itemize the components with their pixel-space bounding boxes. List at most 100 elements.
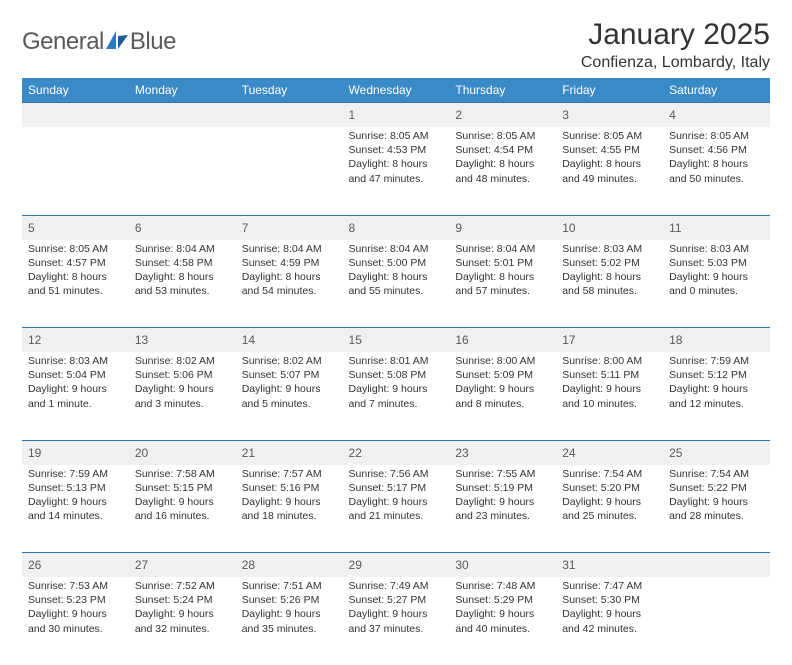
daylight-text: Daylight: 9 hours	[349, 607, 444, 621]
day-cell: Sunrise: 7:52 AMSunset: 5:24 PMDaylight:…	[129, 577, 236, 665]
day-content: Sunrise: 8:05 AMSunset: 4:57 PMDaylight:…	[22, 240, 129, 303]
day-content: Sunrise: 8:02 AMSunset: 5:07 PMDaylight:…	[236, 352, 343, 415]
day-cell: Sunrise: 8:02 AMSunset: 5:07 PMDaylight:…	[236, 352, 343, 440]
daylight-text: and 23 minutes.	[455, 509, 550, 523]
day-number: 30	[455, 558, 468, 572]
day-content: Sunrise: 8:04 AMSunset: 4:58 PMDaylight:…	[129, 240, 236, 303]
day-cell	[663, 577, 770, 665]
daylight-text: Daylight: 9 hours	[455, 607, 550, 621]
sunset-text: Sunset: 4:54 PM	[455, 143, 550, 157]
page-header: General Blue January 2025 Confienza, Lom…	[22, 18, 770, 72]
day-number: 27	[135, 558, 148, 572]
daynum-cell: 8	[343, 215, 450, 240]
daylight-text: Daylight: 9 hours	[455, 382, 550, 396]
daylight-text: and 28 minutes.	[669, 509, 764, 523]
day-content: Sunrise: 8:03 AMSunset: 5:04 PMDaylight:…	[22, 352, 129, 415]
day-content: Sunrise: 7:54 AMSunset: 5:20 PMDaylight:…	[556, 465, 663, 528]
daylight-text: and 8 minutes.	[455, 397, 550, 411]
day-header: Thursday	[449, 78, 556, 103]
daynum-cell: 3	[556, 103, 663, 128]
sunrise-text: Sunrise: 8:03 AM	[669, 242, 764, 256]
day-number: 9	[455, 221, 462, 235]
daylight-text: and 12 minutes.	[669, 397, 764, 411]
daylight-text: Daylight: 9 hours	[455, 495, 550, 509]
sunset-text: Sunset: 5:27 PM	[349, 593, 444, 607]
daylight-text: and 16 minutes.	[135, 509, 230, 523]
day-content: Sunrise: 8:02 AMSunset: 5:06 PMDaylight:…	[129, 352, 236, 415]
day-cell: Sunrise: 7:54 AMSunset: 5:22 PMDaylight:…	[663, 465, 770, 553]
sunrise-text: Sunrise: 8:03 AM	[28, 354, 123, 368]
sunrise-text: Sunrise: 7:53 AM	[28, 579, 123, 593]
day-content: Sunrise: 8:03 AMSunset: 5:02 PMDaylight:…	[556, 240, 663, 303]
day-number: 5	[28, 221, 35, 235]
day-cell: Sunrise: 8:04 AMSunset: 5:00 PMDaylight:…	[343, 240, 450, 328]
day-number: 8	[349, 221, 356, 235]
daynum-cell: 31	[556, 553, 663, 578]
day-header: Tuesday	[236, 78, 343, 103]
sunrise-text: Sunrise: 7:56 AM	[349, 467, 444, 481]
sunrise-text: Sunrise: 8:02 AM	[135, 354, 230, 368]
day-content: Sunrise: 8:05 AMSunset: 4:53 PMDaylight:…	[343, 127, 450, 190]
daylight-text: Daylight: 9 hours	[242, 382, 337, 396]
sunset-text: Sunset: 4:56 PM	[669, 143, 764, 157]
day-cell	[236, 127, 343, 215]
day-cell: Sunrise: 8:05 AMSunset: 4:56 PMDaylight:…	[663, 127, 770, 215]
daylight-text: and 10 minutes.	[562, 397, 657, 411]
sunset-text: Sunset: 5:23 PM	[28, 593, 123, 607]
daynum-cell: 23	[449, 440, 556, 465]
day-cell: Sunrise: 8:04 AMSunset: 5:01 PMDaylight:…	[449, 240, 556, 328]
day-cell: Sunrise: 8:04 AMSunset: 4:59 PMDaylight:…	[236, 240, 343, 328]
sunset-text: Sunset: 5:30 PM	[562, 593, 657, 607]
daylight-text: and 47 minutes.	[349, 172, 444, 186]
sunset-text: Sunset: 5:20 PM	[562, 481, 657, 495]
sunset-text: Sunset: 5:11 PM	[562, 368, 657, 382]
daylight-text: Daylight: 9 hours	[28, 607, 123, 621]
day-cell: Sunrise: 8:00 AMSunset: 5:11 PMDaylight:…	[556, 352, 663, 440]
sunrise-text: Sunrise: 7:58 AM	[135, 467, 230, 481]
day-content: Sunrise: 8:05 AMSunset: 4:54 PMDaylight:…	[449, 127, 556, 190]
day-content: Sunrise: 8:05 AMSunset: 4:56 PMDaylight:…	[663, 127, 770, 190]
daylight-text: Daylight: 8 hours	[135, 270, 230, 284]
daynum-cell	[663, 553, 770, 578]
daylight-text: Daylight: 9 hours	[135, 495, 230, 509]
day-cell: Sunrise: 8:04 AMSunset: 4:58 PMDaylight:…	[129, 240, 236, 328]
daylight-text: Daylight: 8 hours	[669, 157, 764, 171]
daynum-cell: 6	[129, 215, 236, 240]
daylight-text: and 42 minutes.	[562, 622, 657, 636]
daynum-cell: 12	[22, 328, 129, 353]
logo-text-b: Blue	[130, 28, 176, 56]
daynum-cell: 2	[449, 103, 556, 128]
daynum-cell: 15	[343, 328, 450, 353]
daynum-row: 19202122232425	[22, 440, 770, 465]
day-cell	[22, 127, 129, 215]
daylight-text: and 3 minutes.	[135, 397, 230, 411]
daynum-row: 1234	[22, 103, 770, 128]
sunrise-text: Sunrise: 7:59 AM	[669, 354, 764, 368]
day-number: 10	[562, 221, 575, 235]
daylight-text: Daylight: 8 hours	[349, 157, 444, 171]
daylight-text: Daylight: 9 hours	[242, 607, 337, 621]
day-number: 14	[242, 333, 255, 347]
sunset-text: Sunset: 5:15 PM	[135, 481, 230, 495]
daynum-cell: 1	[343, 103, 450, 128]
sunrise-text: Sunrise: 7:49 AM	[349, 579, 444, 593]
day-header-row: Sunday Monday Tuesday Wednesday Thursday…	[22, 78, 770, 103]
daynum-cell	[129, 103, 236, 128]
day-cell: Sunrise: 8:01 AMSunset: 5:08 PMDaylight:…	[343, 352, 450, 440]
sunrise-text: Sunrise: 8:05 AM	[349, 129, 444, 143]
sunset-text: Sunset: 5:22 PM	[669, 481, 764, 495]
day-content: Sunrise: 8:00 AMSunset: 5:09 PMDaylight:…	[449, 352, 556, 415]
daylight-text: Daylight: 9 hours	[669, 382, 764, 396]
daynum-cell	[236, 103, 343, 128]
day-number: 6	[135, 221, 142, 235]
daylight-text: Daylight: 8 hours	[562, 157, 657, 171]
daynum-cell: 10	[556, 215, 663, 240]
day-cell: Sunrise: 8:05 AMSunset: 4:54 PMDaylight:…	[449, 127, 556, 215]
day-content: Sunrise: 7:51 AMSunset: 5:26 PMDaylight:…	[236, 577, 343, 640]
sunrise-text: Sunrise: 8:02 AM	[242, 354, 337, 368]
daynum-row: 262728293031	[22, 553, 770, 578]
day-number: 15	[349, 333, 362, 347]
daynum-cell: 19	[22, 440, 129, 465]
title-block: January 2025 Confienza, Lombardy, Italy	[581, 18, 770, 72]
daylight-text: and 53 minutes.	[135, 284, 230, 298]
